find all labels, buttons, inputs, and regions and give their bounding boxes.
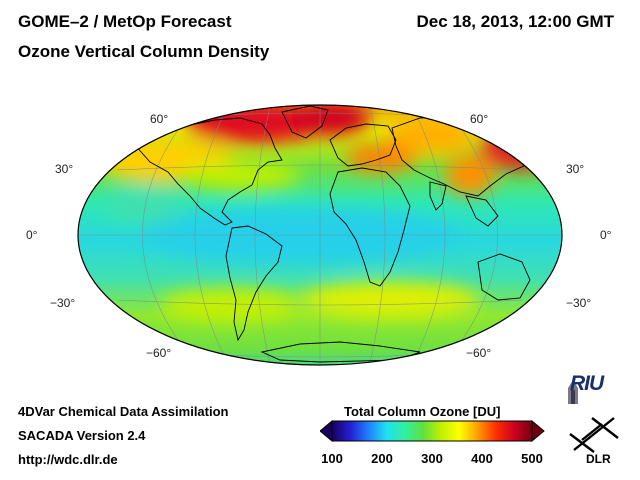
colorbar-scale <box>331 420 533 442</box>
lat-label-0-right: 0° <box>600 228 612 242</box>
africa-coast <box>329 167 411 287</box>
colorbar-tick-400: 400 <box>471 451 493 466</box>
map-subtitle: Ozone Vertical Column Density <box>18 42 270 61</box>
riu-logo-text: RIU <box>570 372 604 395</box>
lat-label-30n-left: 30° <box>55 162 74 176</box>
lat-label-60n-left: 60° <box>150 112 169 126</box>
dlr-logo-icon <box>569 417 619 453</box>
north-america-coast <box>134 117 283 226</box>
colorbar-tick-100: 100 <box>321 451 343 466</box>
footer-line-assimilation: 4DVar Chemical Data Assimilation <box>18 404 229 419</box>
southeast-asia-coast <box>465 195 499 227</box>
lat-label-30s-right: −30° <box>566 296 592 310</box>
lat-label-30n-right: 30° <box>566 162 585 176</box>
lat-label-60s-right: −60° <box>466 346 492 360</box>
map-title: GOME–2 / MetOp Forecast <box>18 12 232 31</box>
colorbar-low-arrow <box>320 420 333 442</box>
lat-label-60n-right: 60° <box>470 112 489 126</box>
lat-label-30s-left: −30° <box>50 296 76 310</box>
map-boundary <box>77 104 563 366</box>
riu-logo-icon <box>568 380 578 404</box>
ozone-world-map <box>77 104 563 366</box>
antarctica-coast <box>260 341 421 363</box>
colorbar-high-arrow <box>531 420 545 442</box>
south-america-coast <box>225 225 283 342</box>
lat-label-60s-left: −60° <box>146 346 172 360</box>
colorbar-title: Total Column Ozone [DU] <box>344 404 501 419</box>
ozone-field <box>78 105 562 365</box>
forecast-datetime: Dec 18, 2013, 12:00 GMT <box>416 12 614 31</box>
dlr-logo-text: DLR <box>586 452 611 466</box>
australia-coast <box>477 253 531 301</box>
india-coast <box>429 181 447 211</box>
colorbar <box>320 420 545 442</box>
footer-link-url[interactable]: http://wdc.dlr.de <box>18 452 118 467</box>
colorbar-tick-200: 200 <box>371 451 393 466</box>
footer-line-version: SACADA Version 2.4 <box>18 428 146 443</box>
graticule <box>78 105 562 365</box>
lat-label-0-left: 0° <box>26 228 38 242</box>
europe-coast <box>329 123 397 167</box>
colorbar-tick-500: 500 <box>521 451 543 466</box>
greenland-coast <box>281 105 329 139</box>
colorbar-tick-300: 300 <box>421 451 443 466</box>
